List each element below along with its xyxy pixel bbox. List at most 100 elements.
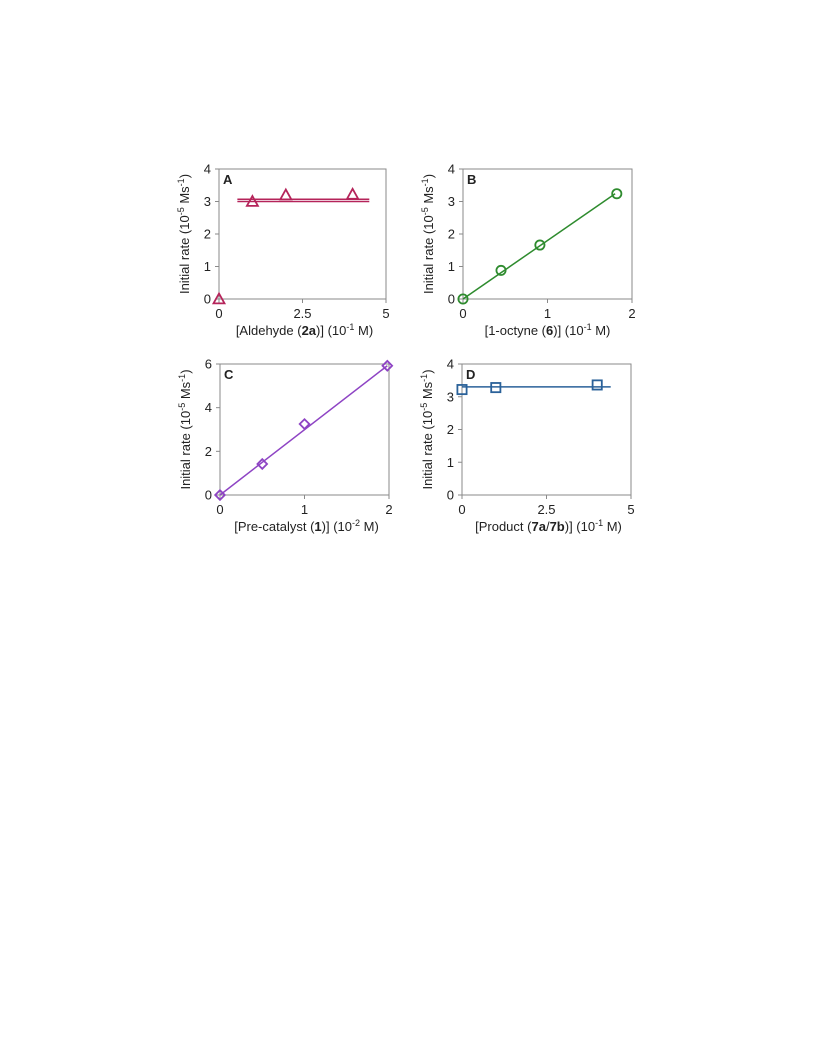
label-part: Initial rate (10 xyxy=(420,411,435,490)
y-tick-label: 2 xyxy=(204,227,211,242)
y-tick-label: 2 xyxy=(205,444,212,459)
label-part: )] (10 xyxy=(553,323,583,338)
x-tick-label: 0 xyxy=(458,502,465,517)
y-tick-label: 4 xyxy=(204,162,211,177)
panel-label: B xyxy=(467,172,476,187)
x-axis-label: [Product (7a/7b)] (10-1 M) xyxy=(475,518,622,534)
label-part: ) xyxy=(178,369,193,373)
label-part: 7b xyxy=(550,519,565,534)
x-tick-label: 2 xyxy=(385,502,392,517)
x-tick-label: 1 xyxy=(544,306,551,321)
x-tick-label: 0 xyxy=(216,502,223,517)
label-part: Initial rate (10 xyxy=(177,215,192,294)
data-point xyxy=(534,239,546,251)
label-part: )] (10 xyxy=(565,519,595,534)
plot-frame xyxy=(461,363,632,496)
data-point xyxy=(495,264,507,276)
y-axis-label: Initial rate (10-5 Ms-1) xyxy=(177,369,193,489)
panel-label: D xyxy=(466,367,475,382)
y-axis-label: Initial rate (10-5 Ms-1) xyxy=(419,369,435,489)
label-part: -1 xyxy=(584,322,592,332)
x-tick-label: 0 xyxy=(215,306,222,321)
data-point xyxy=(345,186,360,200)
fit-line xyxy=(219,365,388,496)
data-point xyxy=(213,488,227,502)
y-tick-label: 1 xyxy=(448,259,455,274)
data-point xyxy=(490,382,502,394)
label-part: Ms xyxy=(420,381,435,402)
y-tick-label: 0 xyxy=(448,292,455,307)
label-part: ) xyxy=(177,174,192,178)
label-part: )] (10 xyxy=(322,519,352,534)
panel-a: 0 1 2 3 4 0 2.5 5 A [Aldehyde (2a)] (10-1 M) Initi… xyxy=(176,162,390,339)
y-tick-label: 6 xyxy=(205,357,212,372)
x-tick-label: 1 xyxy=(301,502,308,517)
data-point xyxy=(245,194,260,207)
y-tick-label: 1 xyxy=(447,455,454,470)
y-tick-label: 3 xyxy=(204,194,211,209)
x-tick-label: 0 xyxy=(459,306,466,321)
label-part: [Pre-catalyst ( xyxy=(234,519,315,534)
y-tick-label: 4 xyxy=(448,162,455,177)
plot-frame xyxy=(462,168,633,300)
label-part: -5 xyxy=(420,207,430,215)
y-tick-label: 4 xyxy=(205,400,212,415)
label-part: Ms xyxy=(177,186,192,207)
label-part: -2 xyxy=(352,518,360,528)
y-tick-label: 3 xyxy=(448,194,455,209)
data-point xyxy=(381,359,394,372)
plot-frame xyxy=(218,168,387,300)
label-part: ) xyxy=(421,174,436,178)
data-point xyxy=(591,379,603,391)
y-axis-label: Initial rate (10-5 Ms-1) xyxy=(420,174,436,294)
y-tick-label: 3 xyxy=(447,389,454,404)
y-tick-label: 0 xyxy=(205,488,212,503)
x-tick-label: 5 xyxy=(382,306,389,321)
y-tick-label: 2 xyxy=(448,227,455,242)
y-tick-label: 0 xyxy=(204,292,211,307)
label-part: M) xyxy=(592,323,611,338)
label-part: M) xyxy=(360,519,379,534)
x-tick-label: 2.5 xyxy=(537,502,555,517)
label-part: [Product ( xyxy=(475,519,532,534)
label-part: -1 xyxy=(420,178,430,186)
label-part: )] (10 xyxy=(316,323,346,338)
y-tick-label: 4 xyxy=(447,357,454,372)
data-point xyxy=(298,417,311,431)
label-part: -5 xyxy=(177,403,187,411)
label-part: ) xyxy=(420,369,435,373)
panel-label: C xyxy=(224,367,234,382)
data-point xyxy=(456,384,468,396)
label-part: -5 xyxy=(419,403,429,411)
data-point xyxy=(256,457,269,471)
label-part: Ms xyxy=(421,186,436,207)
y-tick-label: 2 xyxy=(447,422,454,437)
label-part: -1 xyxy=(177,374,187,382)
label-part: 7a xyxy=(531,519,546,534)
label-part: M) xyxy=(603,519,622,534)
label-part: -1 xyxy=(346,322,354,332)
label-part: 2a xyxy=(302,323,317,338)
x-tick-label: 2.5 xyxy=(293,306,311,321)
data-point xyxy=(278,187,293,201)
label-part: M) xyxy=(354,323,373,338)
x-axis-label: [Aldehyde (2a)] (10-1 M) xyxy=(236,322,373,338)
label-part: -1 xyxy=(419,374,429,382)
panel-label: A xyxy=(223,172,233,187)
label-part: Initial rate (10 xyxy=(421,215,436,294)
label-part: -5 xyxy=(176,207,186,215)
label-part: / xyxy=(546,519,550,534)
x-axis-label: [1-octyne (6)] (10-1 M) xyxy=(485,322,611,338)
label-part: 6 xyxy=(546,323,553,338)
label-part: Initial rate (10 xyxy=(178,411,193,490)
y-tick-label: 0 xyxy=(447,488,454,503)
y-tick-label: 1 xyxy=(204,259,211,274)
x-tick-label: 5 xyxy=(627,502,634,517)
label-part: Ms xyxy=(178,381,193,402)
label-part: [1-octyne ( xyxy=(485,323,547,338)
